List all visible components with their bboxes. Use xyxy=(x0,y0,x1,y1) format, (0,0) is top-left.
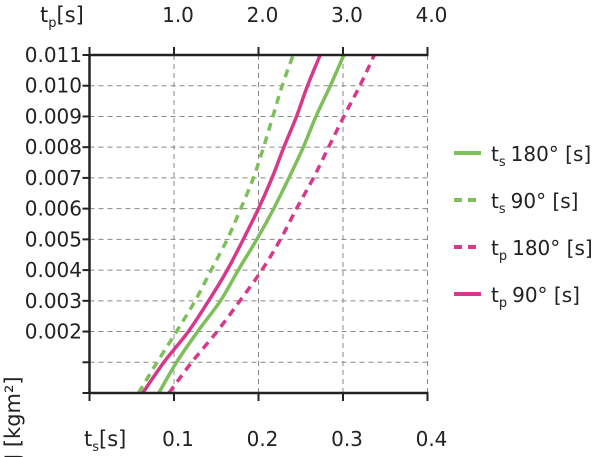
series-line-ts-solid xyxy=(157,54,346,394)
legend-label-base: t xyxy=(491,236,499,260)
bottom-tick-label: 0.3 xyxy=(331,427,363,451)
series-line-ts-dashed xyxy=(137,54,295,394)
bottom-tick-label: 0.2 xyxy=(247,427,279,451)
top-tick-label: 4.0 xyxy=(416,3,448,27)
legend-label-sub: p xyxy=(499,296,507,311)
legend-label-text: 180° [s] xyxy=(511,142,592,166)
tick-labels: 0.002 0.003 0.004 0.005 0.006 0.007 0.008 0.009… xyxy=(25,3,448,451)
axes xyxy=(82,47,429,401)
legend-label-sub: s xyxy=(499,202,506,217)
y-tick-label: 0.002 xyxy=(25,320,82,344)
y-tick-label: 0.009 xyxy=(25,104,82,128)
series-line-tp-dashed xyxy=(167,54,376,395)
top-tick-label: 1.0 xyxy=(162,3,194,27)
legend-label-base: t xyxy=(491,283,499,307)
legend-label: tp 180° [s] xyxy=(491,236,593,264)
legend-label-sub: p xyxy=(499,249,507,264)
top-axis-title: tp[s] xyxy=(40,3,84,31)
y-tick-label: 0.007 xyxy=(25,166,82,190)
y-tick-label: 0.003 xyxy=(25,289,82,313)
series-line-tp-solid xyxy=(141,54,322,394)
legend-label-base: t xyxy=(491,189,499,213)
top-tick-label: 3.0 xyxy=(331,3,363,27)
legend-label-text: 180° [s] xyxy=(512,236,593,260)
legend-label-sub: s xyxy=(499,155,506,170)
legend-label: ts 180° [s] xyxy=(491,142,591,170)
bottom-tick-label: 0.4 xyxy=(416,427,448,451)
y-tick-label: 0.011 xyxy=(25,43,82,67)
y-tick-label: 0.010 xyxy=(25,74,82,98)
legend-label: ts 90° [s] xyxy=(491,189,578,217)
y-axis-title: J [kgm²] xyxy=(1,376,25,457)
legend-label-text: 90° [s] xyxy=(511,189,579,213)
series-group xyxy=(137,54,376,395)
grid xyxy=(89,55,428,393)
y-tick-label: 0.005 xyxy=(25,227,82,251)
legend: ts 180° [s]ts 90° [s]tp 180° [s]tp 90° [s] xyxy=(454,142,593,311)
bottom-tick-label: 0.1 xyxy=(162,427,194,451)
top-tick-label: 2.0 xyxy=(247,3,279,27)
legend-label-base: t xyxy=(491,142,499,166)
legend-label-text: 90° [s] xyxy=(512,283,580,307)
y-tick-label: 0.004 xyxy=(25,258,82,282)
y-tick-label: 0.008 xyxy=(25,135,82,159)
y-tick-label: 0.006 xyxy=(25,197,82,221)
bottom-axis-title: ts[s] xyxy=(84,427,126,455)
legend-label: tp 90° [s] xyxy=(491,283,580,311)
